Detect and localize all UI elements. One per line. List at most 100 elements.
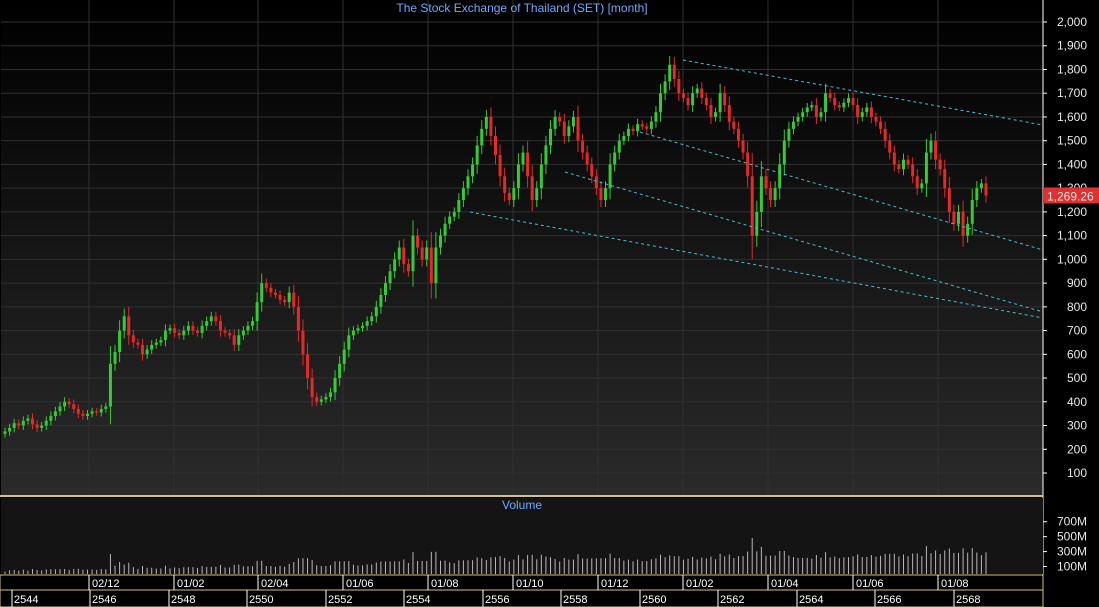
candle-body [727, 105, 731, 122]
candle-body [805, 107, 809, 113]
x-tick-label-month: 01/06 [856, 578, 884, 590]
candle-body [649, 121, 653, 129]
candle-body [952, 211, 956, 224]
x-tick-label-year: 2564 [799, 594, 823, 606]
candle-body [567, 126, 571, 136]
candle-body [452, 211, 456, 217]
y-tick-label: 500 [1067, 371, 1087, 385]
candle-body [434, 247, 438, 284]
y-tick-label: 300 [1067, 419, 1087, 433]
candle-body [310, 378, 314, 398]
candle-body [264, 283, 268, 288]
y-tick-label: 1,400 [1057, 157, 1087, 171]
y-tick-label: 200 [1067, 442, 1087, 456]
candle-body [72, 404, 76, 409]
volume-y-tick-label: 300M [1057, 545, 1087, 559]
candle-body [613, 152, 617, 165]
candle-body [49, 416, 53, 421]
x-tick-label-year: 2566 [877, 594, 901, 606]
candle-body [76, 408, 80, 414]
x-tick-label-month: 01/04 [771, 578, 799, 590]
candle-body [906, 159, 910, 165]
candle-body [489, 116, 493, 136]
candle-body [402, 247, 406, 265]
candle-body [778, 164, 782, 189]
candle-body [118, 330, 122, 352]
candle-body [17, 423, 21, 426]
candle-body [874, 116, 878, 122]
y-tick-label: 1,600 [1057, 110, 1087, 124]
candle-body [301, 330, 305, 355]
candle-body [429, 247, 433, 284]
candle-body [278, 294, 282, 300]
candle-body [640, 124, 644, 127]
candle-body [411, 235, 415, 272]
candle-body [292, 292, 296, 307]
candle-body [223, 330, 227, 333]
volume-y-tick-label: 700M [1057, 515, 1087, 529]
volume-panel-background [1, 498, 1043, 574]
x-tick-label-year: 2546 [92, 594, 116, 606]
candle-body [420, 247, 424, 260]
candle-body [883, 128, 887, 141]
candle-body [328, 392, 332, 398]
candle-body [966, 223, 970, 236]
candle-body [186, 325, 190, 331]
candle-body [833, 97, 837, 106]
candle-body [228, 332, 232, 336]
candle-body [26, 418, 30, 421]
candle-body [196, 330, 200, 333]
candle-body [943, 169, 947, 189]
x-tick-label-year: 2556 [485, 594, 509, 606]
candle-body [709, 105, 713, 117]
candle-body [393, 259, 397, 272]
y-tick-label: 1,000 [1057, 252, 1087, 266]
y-tick-label: 800 [1067, 300, 1087, 314]
candle-body [58, 406, 62, 412]
candle-body [558, 116, 562, 122]
candle-body [718, 93, 722, 113]
candle-body [512, 188, 516, 201]
candle-body [397, 247, 401, 260]
candle-body [755, 211, 759, 236]
candle-body [127, 316, 131, 336]
candle-body [150, 344, 154, 350]
candle-body [480, 128, 484, 146]
candle-body [205, 321, 209, 326]
candle-body [246, 325, 250, 331]
candle-body [530, 176, 534, 201]
candle-body [828, 93, 832, 98]
trend-line [639, 131, 1044, 251]
candle-body [53, 411, 57, 417]
candle-body [695, 88, 699, 94]
volume-title: Volume [502, 498, 542, 512]
trend-line [682, 59, 1044, 126]
candle-body [338, 363, 342, 379]
x-tick-label-year: 2554 [406, 594, 430, 606]
candle-body [594, 176, 598, 189]
y-tick-label: 1,100 [1057, 229, 1087, 243]
candle-body [714, 112, 718, 117]
candle-body [209, 316, 213, 322]
candle-body [535, 188, 539, 201]
candle-body [484, 116, 488, 129]
candle-body [383, 283, 387, 295]
candle-body [191, 325, 195, 331]
candle-body [356, 328, 360, 331]
candle-body [824, 93, 828, 113]
x-tick-label-month: 02/12 [92, 578, 120, 590]
candle-body [654, 112, 658, 122]
candle-body [136, 342, 140, 345]
candle-body [438, 235, 442, 248]
candle-body [31, 418, 35, 425]
last-price-label: 1,269.26 [1047, 189, 1094, 203]
x-tick-label-month: 01/02 [177, 578, 205, 590]
x-tick-label-year: 2562 [720, 594, 744, 606]
candle-body [796, 116, 800, 122]
candle-body [315, 397, 319, 402]
trend-line [564, 171, 1044, 313]
candle-body [626, 128, 630, 136]
candle-body [21, 420, 25, 426]
y-tick-label: 1,700 [1057, 86, 1087, 100]
candle-body [686, 97, 690, 106]
